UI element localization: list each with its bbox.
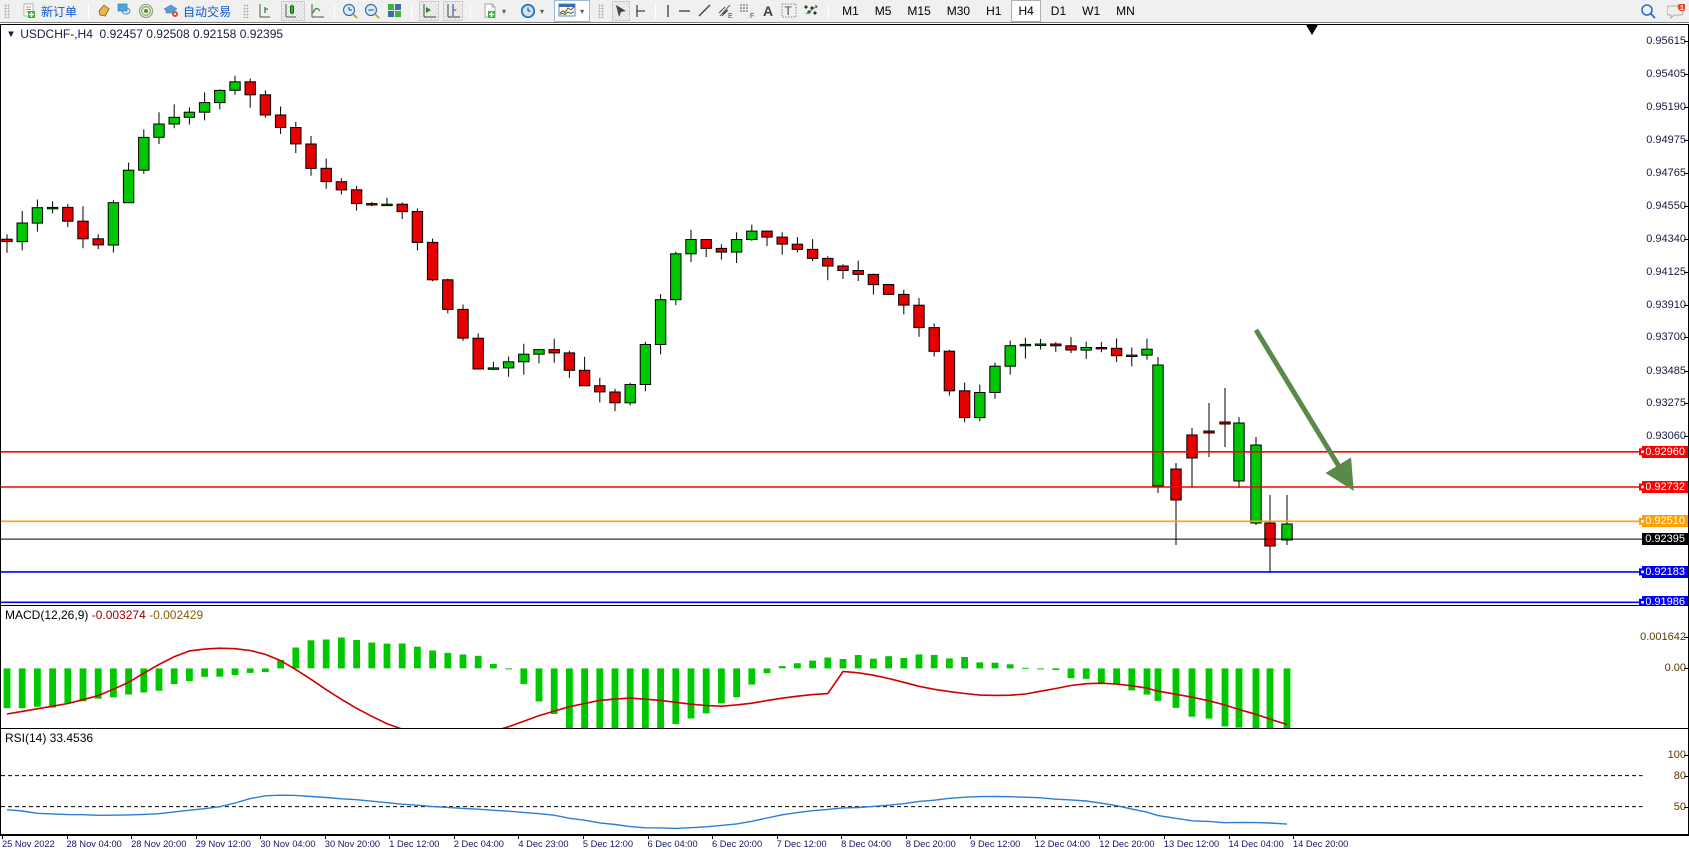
svg-text:F: F (750, 13, 754, 19)
svg-text:1: 1 (1680, 4, 1684, 12)
svg-text:E: E (728, 13, 733, 19)
svg-text:T: T (785, 4, 793, 18)
svg-text:A: A (763, 3, 773, 19)
